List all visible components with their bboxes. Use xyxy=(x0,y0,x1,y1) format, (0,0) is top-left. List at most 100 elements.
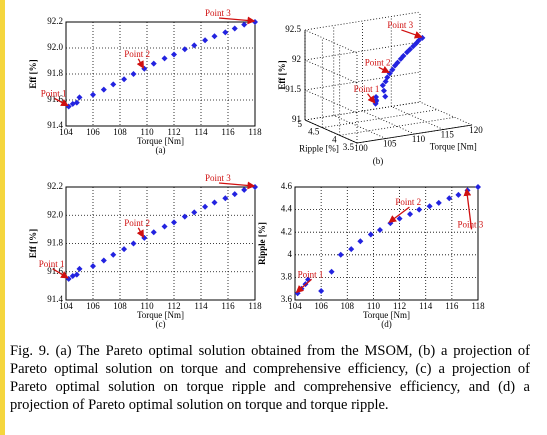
grid-line xyxy=(304,59,358,84)
panel-label: (c) xyxy=(156,319,166,329)
annotation-arrow xyxy=(367,93,376,104)
y-tick-label: 4.2 xyxy=(281,226,292,236)
annotation-arrow xyxy=(388,206,410,223)
data-point xyxy=(222,29,229,36)
data-point xyxy=(389,66,396,73)
data-point xyxy=(446,195,453,202)
data-point xyxy=(241,21,248,28)
data-point xyxy=(475,184,481,190)
panel-label: (d) xyxy=(381,319,392,329)
y-tick-label: 92.0 xyxy=(47,209,63,219)
x-axis-label: Torque [Nm] xyxy=(137,136,184,146)
x-tick-label: 112 xyxy=(167,301,180,311)
annotation-arrow xyxy=(463,188,473,230)
data-point xyxy=(357,238,364,245)
grid-line xyxy=(304,29,358,54)
data-point xyxy=(222,195,229,202)
data-point xyxy=(202,203,209,210)
caption: Fig. 9. (a) The Pareto optimal solution … xyxy=(10,343,530,413)
data-point xyxy=(73,271,80,278)
x-tick-label: 118 xyxy=(471,301,485,311)
z-axis-label: Eff [%] xyxy=(277,60,287,89)
y-tick-label: 92.0 xyxy=(47,42,63,52)
annotation: Point 3 xyxy=(387,20,413,30)
y-tick-label: 91.8 xyxy=(47,238,63,248)
annotation: Point 1 xyxy=(354,84,380,94)
x-tick-label: 112 xyxy=(167,127,180,137)
z-tick-label: 91.5 xyxy=(285,84,301,94)
data-point xyxy=(348,246,355,253)
x-tick-label: 120 xyxy=(469,125,483,135)
x-tick-label: 108 xyxy=(113,127,127,137)
data-point xyxy=(181,46,188,53)
y-tick-label: 91.8 xyxy=(47,68,63,78)
annotation: Point 3 xyxy=(205,8,231,18)
data-point xyxy=(400,52,407,59)
y-tick-label: 3.6 xyxy=(281,294,293,304)
data-point xyxy=(90,91,96,98)
x-tick-label: 104 xyxy=(59,127,73,137)
x-tick-label: 106 xyxy=(86,301,100,311)
data-point xyxy=(384,74,391,81)
x-tick-label: 110 xyxy=(140,301,154,311)
x-tick-label: 114 xyxy=(194,301,208,311)
annotation-arrow xyxy=(136,227,144,238)
data-point xyxy=(130,71,137,77)
data-point xyxy=(231,191,238,198)
data-point xyxy=(396,215,403,222)
annotation: Point 1 xyxy=(298,269,324,279)
plot-frame xyxy=(65,186,256,301)
panel-label: (b) xyxy=(373,156,384,166)
annotation-arrow xyxy=(378,65,390,73)
axis xyxy=(356,124,473,144)
data-point xyxy=(318,287,325,294)
data-point xyxy=(161,223,168,230)
data-point xyxy=(380,87,387,94)
data-point xyxy=(73,99,80,106)
annotation: Point 2 xyxy=(124,218,150,228)
x-tick-label: 110 xyxy=(140,127,154,137)
data-point xyxy=(252,19,258,25)
grid-line xyxy=(304,89,358,114)
annotation: Point 2 xyxy=(395,197,421,207)
data-point xyxy=(426,203,433,210)
y-tick-label: 4 xyxy=(332,134,337,144)
y-tick-label: 3.5 xyxy=(343,142,355,152)
y-tick-label: 91.4 xyxy=(47,120,63,130)
annotation: Point 2 xyxy=(124,49,150,59)
x-tick-label: 114 xyxy=(194,127,208,137)
data-point xyxy=(121,246,128,253)
data-point xyxy=(110,251,117,258)
data-point xyxy=(241,186,248,193)
x-axis-label: Torque [Nm] xyxy=(430,142,477,152)
y-tick-label: 5 xyxy=(298,119,303,129)
data-point xyxy=(455,191,462,198)
y-tick-label: 92.2 xyxy=(47,181,63,191)
annotation-arrow xyxy=(401,29,423,39)
x-tick-label: 110 xyxy=(367,301,381,311)
side-bar xyxy=(0,0,5,435)
z-tick-label: 92 xyxy=(292,54,301,64)
y-tick-label: 4.4 xyxy=(281,204,293,214)
x-tick-label: 106 xyxy=(314,301,328,311)
annotation-arrow xyxy=(54,97,69,107)
grid-line xyxy=(391,106,444,130)
annotation-arrow xyxy=(218,16,256,25)
grid-line xyxy=(322,109,438,129)
data-point xyxy=(191,209,198,216)
data-point xyxy=(161,55,168,62)
x-axis-label: Torque [Nm] xyxy=(137,310,184,320)
annotation: Point 1 xyxy=(39,259,65,269)
annotation-arrow xyxy=(295,278,313,294)
data-point xyxy=(435,199,442,206)
data-point xyxy=(76,265,83,272)
data-point xyxy=(376,226,383,233)
z-tick-label: 92.5 xyxy=(285,24,301,34)
annotation: Point 3 xyxy=(205,173,231,183)
x-tick-label: 110 xyxy=(412,134,426,144)
annotation: Point 1 xyxy=(41,89,67,99)
grid-line xyxy=(333,115,386,139)
data-point xyxy=(76,94,83,101)
panel-label: (a) xyxy=(156,145,166,155)
